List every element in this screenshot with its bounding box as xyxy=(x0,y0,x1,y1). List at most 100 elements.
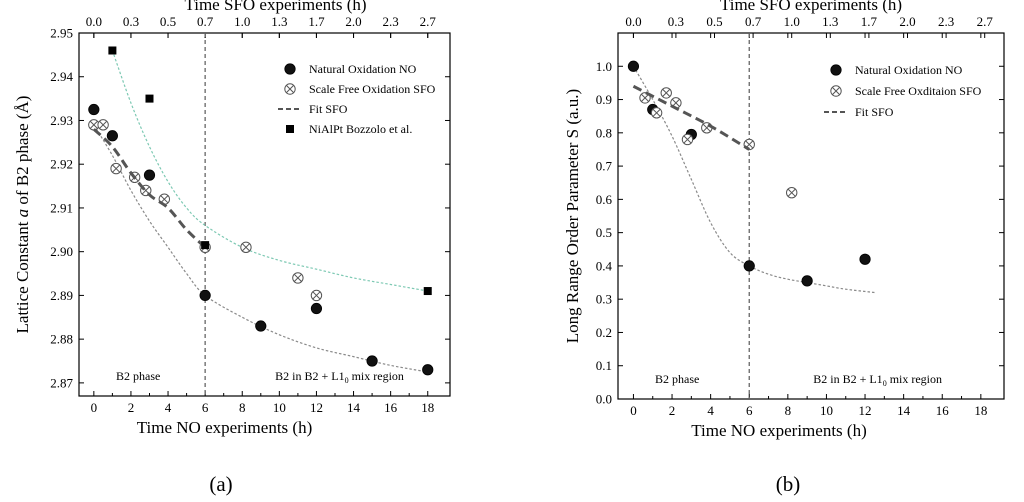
panel-b-point xyxy=(743,260,755,272)
panel-a-point-cross-b xyxy=(312,291,321,300)
panel-a-legend-swatch xyxy=(284,83,296,95)
panel-a-point xyxy=(422,364,434,376)
panel-a-point xyxy=(88,103,100,116)
panel-b-frame xyxy=(617,32,1005,400)
panel-a-point xyxy=(201,241,210,250)
panel-a-xtick-label: 18 xyxy=(421,400,434,415)
panel-a-frame xyxy=(78,32,451,397)
panel-a-xtick-label: 16 xyxy=(384,400,398,415)
panel-a-point xyxy=(145,94,154,103)
panel-b-ytick-label: 0.3 xyxy=(596,292,612,307)
panel-a-top-tick-label: 1.3 xyxy=(271,14,287,29)
panel-b-series-1 xyxy=(639,87,798,199)
panel-a-point xyxy=(88,119,100,131)
panel-a-fit-sfo-line xyxy=(92,128,207,249)
panel-b-top-tick-label: 1.3 xyxy=(822,14,838,29)
panel-a-legend-label: NiAlPt Bozzolo et al. xyxy=(309,122,412,136)
panel-b-xtick-label: 18 xyxy=(974,403,987,418)
panel-a-point xyxy=(366,355,378,367)
panel-a-ytick-label: 2.93 xyxy=(50,113,73,128)
panel-b-point-cross-b xyxy=(787,188,796,197)
panel-b-ytick-label: 0.4 xyxy=(596,258,613,273)
panel-b-ytick-label: 0.0 xyxy=(596,392,612,407)
panel-b-caption: (b) xyxy=(776,472,801,496)
panel-a-top-tick-label: 2.7 xyxy=(420,14,437,29)
panel-b-xlabel: Time NO experiments (h) xyxy=(691,421,867,440)
panel-a-xlabel: Time NO experiments (h) xyxy=(137,418,313,437)
panel-a-xtick-label: 12 xyxy=(310,400,323,415)
panel-a-ytick-label: 2.88 xyxy=(50,332,73,347)
panel-a-region-right: B2 in B2 + L10 mix region xyxy=(275,369,404,385)
panel-b-top-tick-label: 1.7 xyxy=(861,14,878,29)
panel-b-point xyxy=(786,187,798,199)
panel-a-ytick-label: 2.92 xyxy=(50,157,73,172)
panel-b-point xyxy=(681,133,694,146)
panel-b-point xyxy=(639,92,651,104)
panel-b-ytick-label: 0.5 xyxy=(596,225,612,240)
panel-a-legend-entry: NiAlPt Bozzolo et al. xyxy=(286,122,412,136)
panel-b-xtick-label: 4 xyxy=(707,403,714,418)
panel-b-top-xlabel: Time SFO experiments (h) xyxy=(720,0,902,14)
panel-a-top-tick-label: 1.0 xyxy=(234,14,250,29)
panel-a-legend-entry: Fit SFO xyxy=(278,102,348,116)
panel-b-legend-swatch xyxy=(830,85,842,97)
panel-a-ytick-label: 2.95 xyxy=(50,26,73,41)
panel-a-point xyxy=(310,302,323,315)
panel-b-legend-swatch-cross-b xyxy=(832,87,840,95)
panel-a-xtick-label: 6 xyxy=(202,400,209,415)
panel-a-point-cross-b xyxy=(99,120,108,129)
panel-b-xtick-label: 14 xyxy=(897,403,911,418)
panel-a-xtick-label: 4 xyxy=(165,400,172,415)
panel-a-point xyxy=(240,241,252,254)
panel-a-point xyxy=(423,287,432,296)
panel-a-ytick-label: 2.89 xyxy=(50,288,73,303)
panel-a-series-2 xyxy=(92,128,207,249)
panel-b-ytick-label: 0.8 xyxy=(596,125,612,140)
panel-a-top-tick-label: 2.3 xyxy=(383,14,399,29)
panel-a-xtick-label: 8 xyxy=(239,400,246,415)
panel-a: 0 2 4 6 8 10 12 14 16 18 2.87 2.88 2.89 2.90 2.91 2.92 2… xyxy=(13,0,451,496)
panel-a-top-xlabel: Time SFO experiments (h) xyxy=(184,0,366,14)
panel-a-ylabel-italic: a xyxy=(13,209,32,218)
panel-b: 0 2 4 6 8 10 12 14 16 18 0.0 0.1 0.2 0.3 0.4 0.5 0.6 0.7 0… xyxy=(563,0,1005,496)
panel-b-point xyxy=(801,275,813,287)
panel-a-ylabel: Lattice Constant a of B2 phase (Å) xyxy=(13,96,32,334)
panel-a-legend-label: Natural Oxidation NO xyxy=(309,62,417,76)
panel-b-region-left: B2 phase xyxy=(655,372,699,386)
panel-a-legend-label: Fit SFO xyxy=(309,102,348,116)
panel-a-top-tick-label: 0.3 xyxy=(123,14,139,29)
panel-a-legend-swatch xyxy=(284,63,296,75)
panel-a-ylabel-post: of B2 phase (Å) xyxy=(13,96,32,209)
panel-b-ytick-label: 1.0 xyxy=(596,59,612,74)
panel-a-guide-curve-0 xyxy=(111,50,428,292)
panel-b-region-right: B2 in B2 + L10 mix region xyxy=(813,372,942,388)
panel-a-top-tick-label: 0.5 xyxy=(160,14,176,29)
panel-a-legend-entry: Scale Free Oxidation SFO xyxy=(284,82,436,96)
panel-a-top-tick-label: 0.7 xyxy=(197,14,214,29)
panel-b-xtick-label: 16 xyxy=(936,403,950,418)
panel-a-point xyxy=(97,119,109,131)
panel-b-legend-swatch xyxy=(830,64,842,76)
panel-a-ytick-label: 2.91 xyxy=(50,200,73,215)
panel-a-top-tick-label: 0.0 xyxy=(86,14,102,29)
panel-a-caption: (a) xyxy=(209,472,232,496)
panel-b-top-tick-label: 1.0 xyxy=(784,14,800,29)
panel-a-series-0 xyxy=(88,103,434,376)
panel-b-ytick-label: 0.6 xyxy=(596,192,613,207)
panel-b-top-tick-label: 0.0 xyxy=(625,14,641,29)
panel-a-point xyxy=(110,162,122,175)
panel-a-guide-curve-1 xyxy=(93,124,428,373)
panel-b-legend-label: Fit SFO xyxy=(855,105,894,119)
panel-b-point xyxy=(660,87,672,99)
panel-a-point-cross-b xyxy=(293,273,302,282)
panel-a-top-tick-label: 1.7 xyxy=(308,14,325,29)
panel-b-point xyxy=(627,60,640,72)
panel-a-legend-swatch-cross-b xyxy=(286,85,294,93)
panel-b-series-2 xyxy=(632,84,751,151)
panel-a-xtick-label: 14 xyxy=(347,400,361,415)
panel-a-ytick-label: 2.90 xyxy=(50,244,73,259)
panel-a-point xyxy=(143,169,156,181)
panel-a-region-right-sub: 0 xyxy=(345,376,349,385)
panel-a-point-cross-b xyxy=(112,164,121,173)
